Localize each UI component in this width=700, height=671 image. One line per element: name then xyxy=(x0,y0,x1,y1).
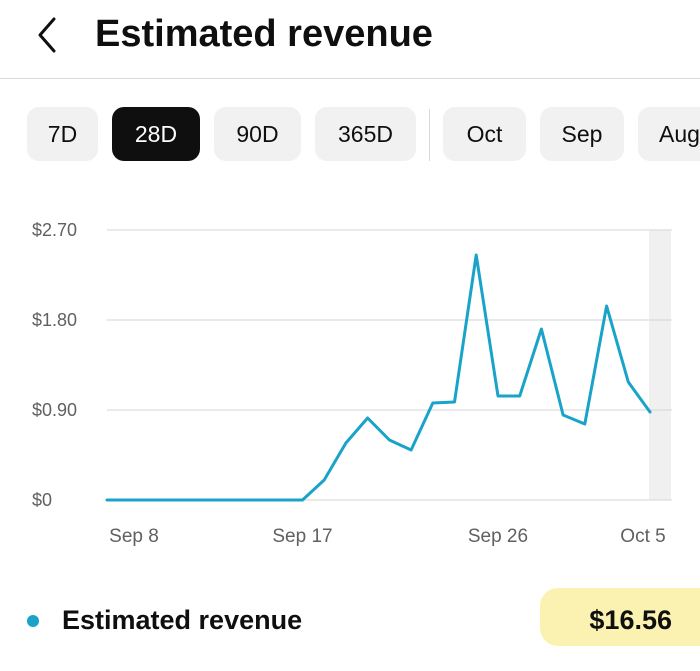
page-title: Estimated revenue xyxy=(95,13,433,55)
chip-365d[interactable]: 365D xyxy=(315,107,416,161)
y-tick-label: $0.90 xyxy=(32,400,77,420)
legend-label: Estimated revenue xyxy=(62,605,303,635)
x-tick-label: Sep 26 xyxy=(468,526,528,547)
revenue-chart-svg: $0 $0.90 $1.80 $2.70 Sep 8 Sep 17 Sep 26 Oct 5 xyxy=(32,220,672,547)
value-highlight xyxy=(540,588,700,646)
chip-aug[interactable]: Aug xyxy=(638,107,700,161)
revenue-chart: $0 $0.90 $1.80 $2.70 Sep 8 Sep 17 Sep 26 Oct 5 xyxy=(0,200,700,560)
chevron-left-icon xyxy=(38,17,56,53)
chip-7d[interactable]: 7D xyxy=(27,107,98,161)
y-tick-label: $2.70 xyxy=(32,220,77,240)
revenue-series-line xyxy=(105,253,652,502)
chip-sep[interactable]: Sep xyxy=(540,107,624,161)
date-range-chips: 7D 28D 90D 365D Oct Sep Aug xyxy=(0,107,700,161)
header: Estimated revenue xyxy=(0,0,700,79)
y-tick-label: $0 xyxy=(32,490,52,510)
y-tick-label: $1.80 xyxy=(32,310,77,330)
back-button[interactable] xyxy=(22,10,72,60)
chip-28d[interactable]: 28D xyxy=(112,107,200,161)
legend: Estimated revenue $16.56 xyxy=(0,585,700,655)
chip-90d[interactable]: 90D xyxy=(214,107,301,161)
hover-column-highlight xyxy=(649,230,671,500)
x-tick-label: Oct 5 xyxy=(620,526,665,547)
x-tick-label: Sep 8 xyxy=(109,526,159,547)
chip-oct[interactable]: Oct xyxy=(443,107,526,161)
chip-divider xyxy=(429,109,430,161)
legend-dot xyxy=(27,615,39,627)
legend-value: $16.56 xyxy=(589,605,672,635)
x-tick-label: Sep 17 xyxy=(272,526,332,547)
